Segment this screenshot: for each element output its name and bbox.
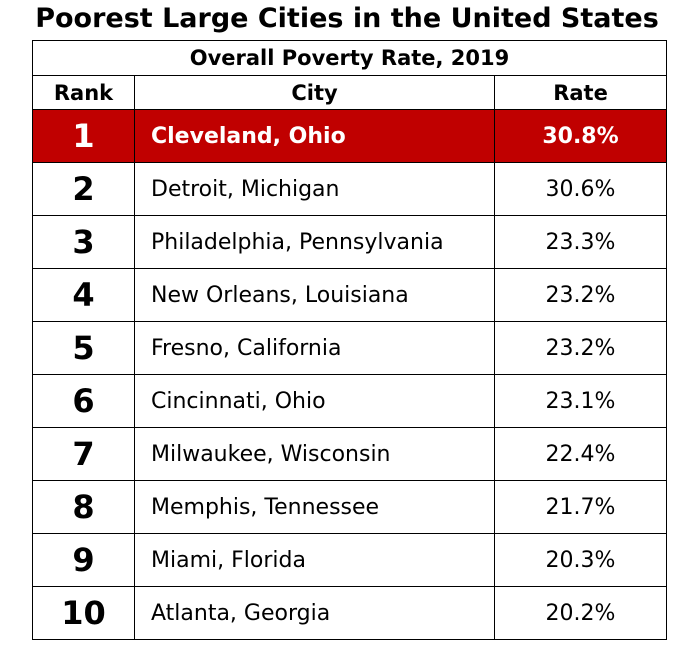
rate-cell: 30.8% (494, 109, 667, 163)
rate-cell: 21.7% (494, 480, 667, 534)
chart-title: Poorest Large Cities in the United State… (35, 3, 659, 34)
city-cell: Atlanta, Georgia (134, 586, 495, 640)
city-cell: Milwaukee, Wisconsin (134, 427, 495, 481)
city-cell: Miami, Florida (134, 533, 495, 587)
header-row: Rank City Rate (32, 75, 667, 110)
rank-cell: 5 (32, 321, 135, 375)
city-cell: Philadelphia, Pennsylvania (134, 215, 495, 269)
rank-cell: 1 (32, 109, 135, 163)
column-header-city: City (134, 75, 495, 110)
rank-cell: 8 (32, 480, 135, 534)
rank-cell: 7 (32, 427, 135, 481)
table-row: 6 Cincinnati, Ohio 23.1% (32, 374, 667, 428)
rate-cell: 20.2% (494, 586, 667, 640)
rate-cell: 20.3% (494, 533, 667, 587)
table-row: 2 Detroit, Michigan 30.6% (32, 162, 667, 216)
table-row: 4 New Orleans, Louisiana 23.2% (32, 268, 667, 322)
rank-cell: 9 (32, 533, 135, 587)
table-row: 5 Fresno, California 23.2% (32, 321, 667, 375)
table-row: 3 Philadelphia, Pennsylvania 23.3% (32, 215, 667, 269)
rank-cell: 2 (32, 162, 135, 216)
table-row: 1 Cleveland, Ohio 30.8% (32, 109, 667, 163)
column-header-rate: Rate (494, 75, 667, 110)
city-cell: Memphis, Tennessee (134, 480, 495, 534)
table-row: 8 Memphis, Tennessee 21.7% (32, 480, 667, 534)
rate-cell: 22.4% (494, 427, 667, 481)
rate-cell: 23.2% (494, 268, 667, 322)
city-cell: Cleveland, Ohio (134, 109, 495, 163)
city-cell: Detroit, Michigan (134, 162, 495, 216)
table-row: 7 Milwaukee, Wisconsin 22.4% (32, 427, 667, 481)
subtitle-row: Overall Poverty Rate, 2019 (32, 40, 667, 76)
rank-cell: 4 (32, 268, 135, 322)
rate-cell: 23.3% (494, 215, 667, 269)
table-subtitle: Overall Poverty Rate, 2019 (32, 40, 667, 76)
column-header-rank: Rank (32, 75, 135, 110)
rate-cell: 30.6% (494, 162, 667, 216)
table-row: 9 Miami, Florida 20.3% (32, 533, 667, 587)
table-row: 10 Atlanta, Georgia 20.2% (32, 586, 667, 640)
rank-cell: 3 (32, 215, 135, 269)
poverty-table: Overall Poverty Rate, 2019 Rank City Rat… (32, 40, 667, 640)
rate-cell: 23.1% (494, 374, 667, 428)
city-cell: Cincinnati, Ohio (134, 374, 495, 428)
rate-cell: 23.2% (494, 321, 667, 375)
rank-cell: 6 (32, 374, 135, 428)
rank-cell: 10 (32, 586, 135, 640)
city-cell: New Orleans, Louisiana (134, 268, 495, 322)
city-cell: Fresno, California (134, 321, 495, 375)
